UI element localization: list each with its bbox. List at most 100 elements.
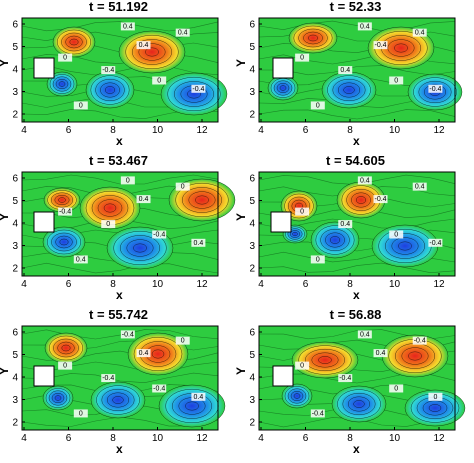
contour-line (42, 226, 86, 258)
contour-line (48, 335, 84, 361)
y-tick-label: 3 (249, 241, 255, 252)
contour-label-bg (428, 238, 443, 247)
x-axis-label: x (116, 288, 123, 302)
contour-line (52, 76, 72, 92)
contour-label-bg (175, 182, 190, 191)
x-axis-label: x (353, 134, 360, 148)
square-cylinder (33, 57, 55, 79)
contour-line (367, 26, 435, 70)
x-tick-label: 6 (66, 433, 72, 444)
contour-label-bg (295, 361, 310, 370)
vorticity-contour-plot: 0 0.4 -0.4 0 0.4 -0.4 0 0.4 4 6 8 10 12 2 3 4 5 6 (249, 171, 456, 290)
contour-label: 0.4 (76, 256, 86, 263)
contour-line (391, 237, 419, 255)
contour-label-bg (389, 76, 404, 85)
x-axis-label: x (116, 442, 123, 456)
contour-label: 0.4 (139, 196, 149, 203)
contour-line (428, 404, 442, 412)
y-tick-label: 5 (249, 42, 255, 53)
contour-line (21, 174, 219, 185)
x-tick-label: 10 (152, 279, 164, 290)
positive-vortex (337, 182, 385, 218)
x-tick-label: 12 (433, 433, 445, 444)
contour-line (138, 43, 166, 61)
contour-line (42, 385, 74, 411)
contour-label-bg (412, 182, 427, 191)
x-tick-label: 4 (258, 433, 264, 444)
contour-label: 0.4 (178, 30, 188, 37)
positive-vortex (45, 333, 87, 363)
contour-label: 0 (157, 77, 161, 84)
negative-vortex (372, 225, 438, 267)
contour-line (282, 224, 308, 244)
square-cylinder (270, 211, 292, 233)
x-tick-label: 8 (110, 433, 116, 444)
y-axis-label: Y (234, 212, 249, 222)
negative-vortex (161, 73, 227, 115)
contour-line (126, 239, 154, 257)
panel-1: t = 51.192 0 -0.4 0.4 0 0.4 -0.4 0 0.4 4 6 8 10 12 2 3 4… (0, 0, 237, 154)
contour-line (384, 233, 426, 259)
contour-label: 0 (394, 231, 398, 238)
y-axis-label: Y (0, 59, 11, 67)
contour-line (96, 385, 140, 415)
vorticity-contour-plot: 0 -0.4 0.4 0 -0.4 0 -0.4 0.4 4 6 8 10 12 2 3 4 5 6 (249, 325, 466, 444)
panel-title: t = 52.33 (329, 0, 382, 14)
contour-line (90, 75, 130, 105)
contour-label: 0 (181, 338, 185, 345)
contour-label-bg (338, 220, 353, 229)
contour-label-bg (357, 330, 372, 339)
y-axis-label: Y (234, 58, 249, 68)
contour-line (168, 178, 236, 222)
contour-line (21, 262, 219, 274)
y-tick-label: 3 (249, 87, 255, 98)
x-tick-label: 12 (196, 125, 208, 136)
square-cylinder (272, 365, 294, 387)
contour-line (101, 388, 135, 412)
contour-line (304, 348, 346, 372)
plot-frame (21, 325, 219, 431)
contour-line (320, 228, 350, 252)
contour-label-bg (295, 207, 310, 216)
contour-label-bg (191, 238, 206, 247)
contour-label-bg (136, 349, 151, 358)
contour-label-bg (357, 22, 372, 31)
contour-line (351, 192, 371, 208)
contour-line (185, 401, 199, 411)
plot-frame (21, 171, 219, 277)
contour-line (293, 393, 301, 399)
contour-line (258, 109, 456, 120)
y-tick-label: 5 (12, 350, 18, 361)
x-tick-label: 6 (66, 125, 72, 136)
contour-label: -0.4 (374, 42, 386, 49)
contour-label: 0 (316, 102, 320, 109)
contour-line (173, 81, 215, 107)
contour-label: -0.4 (102, 375, 114, 382)
contour-label: 0 (181, 184, 185, 191)
contour-line (118, 30, 186, 74)
contour-label: 0 (300, 55, 304, 62)
contour-label-bg (152, 76, 167, 85)
contour-line (281, 383, 313, 409)
contour-label: 0.4 (415, 30, 425, 37)
positive-vortex (382, 335, 448, 377)
y-axis-label: Y (234, 366, 249, 376)
contour-label-bg (295, 53, 310, 62)
contour-line (292, 231, 298, 237)
x-tick-label: 10 (152, 125, 164, 136)
x-tick-label: 4 (21, 433, 27, 444)
y-tick-label: 4 (249, 373, 255, 384)
contour-line (61, 344, 71, 352)
contour-label-bg (120, 22, 135, 31)
y-tick-label: 2 (249, 110, 255, 121)
contour-label-bg (58, 53, 73, 62)
contour-label: -0.4 (192, 86, 204, 93)
contour-label: 0 (126, 177, 130, 184)
x-tick-label: 12 (433, 125, 445, 136)
contour-label: 0.4 (360, 23, 370, 30)
contour-line (151, 349, 165, 359)
y-tick-label: 2 (12, 110, 18, 121)
negative-vortex (159, 385, 225, 427)
square-cylinder (33, 211, 55, 233)
y-tick-label: 6 (12, 328, 18, 339)
